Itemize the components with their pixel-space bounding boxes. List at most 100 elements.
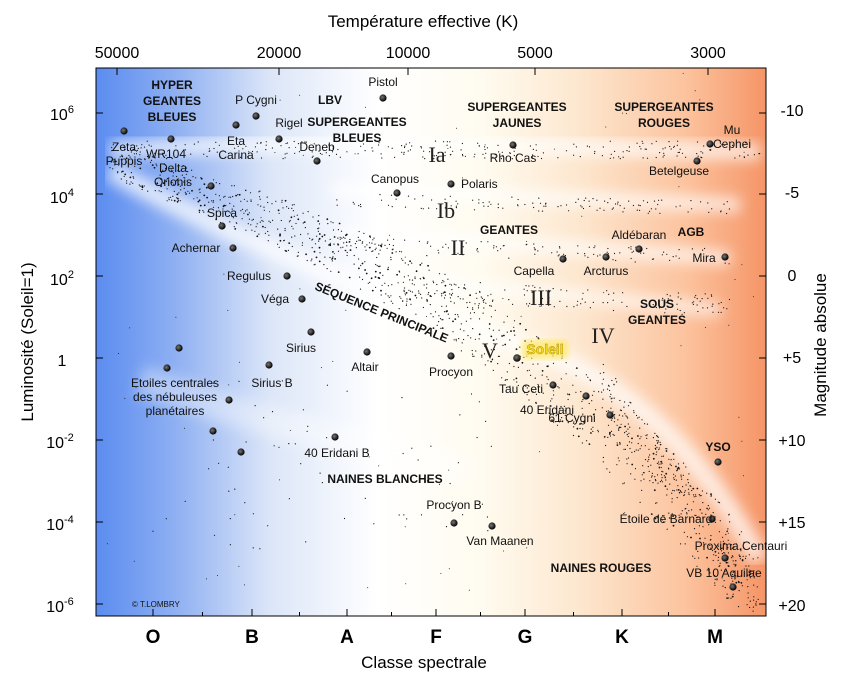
star-marker-regulus xyxy=(283,272,291,280)
field-dot xyxy=(391,147,393,149)
field-dot xyxy=(624,413,626,415)
field-dot xyxy=(641,419,643,421)
field-dot xyxy=(678,186,680,188)
field-dot xyxy=(665,479,667,481)
field-dot xyxy=(552,288,554,290)
field-dot xyxy=(123,146,125,148)
field-dot xyxy=(260,157,263,159)
field-dot xyxy=(645,434,647,437)
field-dot xyxy=(741,264,743,266)
field-dot xyxy=(755,604,757,606)
field-dot xyxy=(665,302,667,304)
field-dot xyxy=(438,483,441,485)
field-dot xyxy=(752,558,754,560)
field-dot xyxy=(532,154,534,156)
field-dot xyxy=(130,172,132,174)
field-dot xyxy=(243,198,245,200)
field-dot xyxy=(368,456,370,458)
field-dot xyxy=(759,153,761,155)
field-dot xyxy=(148,144,150,146)
field-dot xyxy=(535,393,538,395)
field-dot xyxy=(755,603,757,605)
field-dot xyxy=(317,230,319,232)
star-marker-vega xyxy=(298,295,306,303)
field-dot xyxy=(513,330,515,332)
field-dot xyxy=(218,144,220,146)
field-dot xyxy=(433,158,435,160)
field-dot xyxy=(251,229,253,231)
field-dot xyxy=(655,447,657,450)
field-dot xyxy=(582,399,584,401)
field-dot xyxy=(305,253,307,256)
field-dot xyxy=(332,360,334,362)
field-dot xyxy=(726,530,728,532)
field-dot xyxy=(517,384,519,387)
field-dot xyxy=(478,303,480,305)
field-dot xyxy=(619,158,621,160)
lum-tick-1: 1 xyxy=(58,353,67,370)
field-dot xyxy=(538,197,540,199)
field-dot xyxy=(687,479,689,481)
star-label-sirius: Sirius xyxy=(286,341,316,355)
field-dot xyxy=(357,153,359,155)
field-dot xyxy=(156,182,159,185)
field-dot xyxy=(397,282,399,284)
field-dot xyxy=(748,565,750,567)
field-dot xyxy=(279,99,281,101)
field-dot xyxy=(743,151,745,153)
field-dot xyxy=(481,503,483,505)
field-dot xyxy=(483,298,485,301)
field-dot xyxy=(417,459,419,461)
field-dot xyxy=(126,182,128,184)
field-dot xyxy=(525,244,527,246)
field-dot xyxy=(699,509,701,511)
field-dot xyxy=(288,443,290,445)
field-dot xyxy=(498,329,500,331)
field-dot xyxy=(141,185,144,188)
field-dot xyxy=(232,217,234,219)
field-dot xyxy=(225,205,227,207)
field-dot xyxy=(492,339,495,341)
field-dot xyxy=(654,444,657,447)
field-dot xyxy=(457,462,459,464)
field-dot xyxy=(581,566,583,568)
field-dot xyxy=(503,550,505,552)
field-dot xyxy=(445,526,448,528)
field-dot xyxy=(128,154,130,157)
field-dot xyxy=(623,406,625,408)
field-dot xyxy=(705,513,707,515)
field-dot xyxy=(398,308,400,310)
field-dot xyxy=(420,514,423,516)
field-dot xyxy=(482,300,484,302)
field-dot xyxy=(664,147,666,149)
field-dot xyxy=(256,151,258,153)
field-dot xyxy=(545,406,548,408)
region-geantes: GEANTES xyxy=(480,223,538,237)
field-dot xyxy=(332,229,335,231)
field-dot xyxy=(556,251,558,253)
field-dot xyxy=(712,549,714,552)
field-dot xyxy=(610,393,612,395)
field-dot xyxy=(451,289,453,291)
field-dot xyxy=(319,472,321,474)
field-dot xyxy=(185,173,187,175)
field-dot xyxy=(579,427,581,430)
field-dot xyxy=(203,204,206,207)
field-dot xyxy=(129,327,131,329)
field-dot xyxy=(285,250,288,253)
field-dot xyxy=(696,565,698,567)
field-dot xyxy=(261,219,263,222)
field-dot xyxy=(478,202,480,204)
field-dot xyxy=(331,260,333,262)
field-dot xyxy=(404,262,406,264)
field-dot xyxy=(374,276,377,278)
field-dot xyxy=(591,400,593,402)
field-dot xyxy=(436,290,438,292)
field-dot xyxy=(662,521,665,523)
field-dot xyxy=(234,514,236,516)
field-dot xyxy=(555,408,557,410)
field-dot xyxy=(539,287,541,289)
star-marker-p-cygni xyxy=(252,112,260,120)
field-dot xyxy=(612,259,614,261)
field-dot xyxy=(627,457,630,459)
